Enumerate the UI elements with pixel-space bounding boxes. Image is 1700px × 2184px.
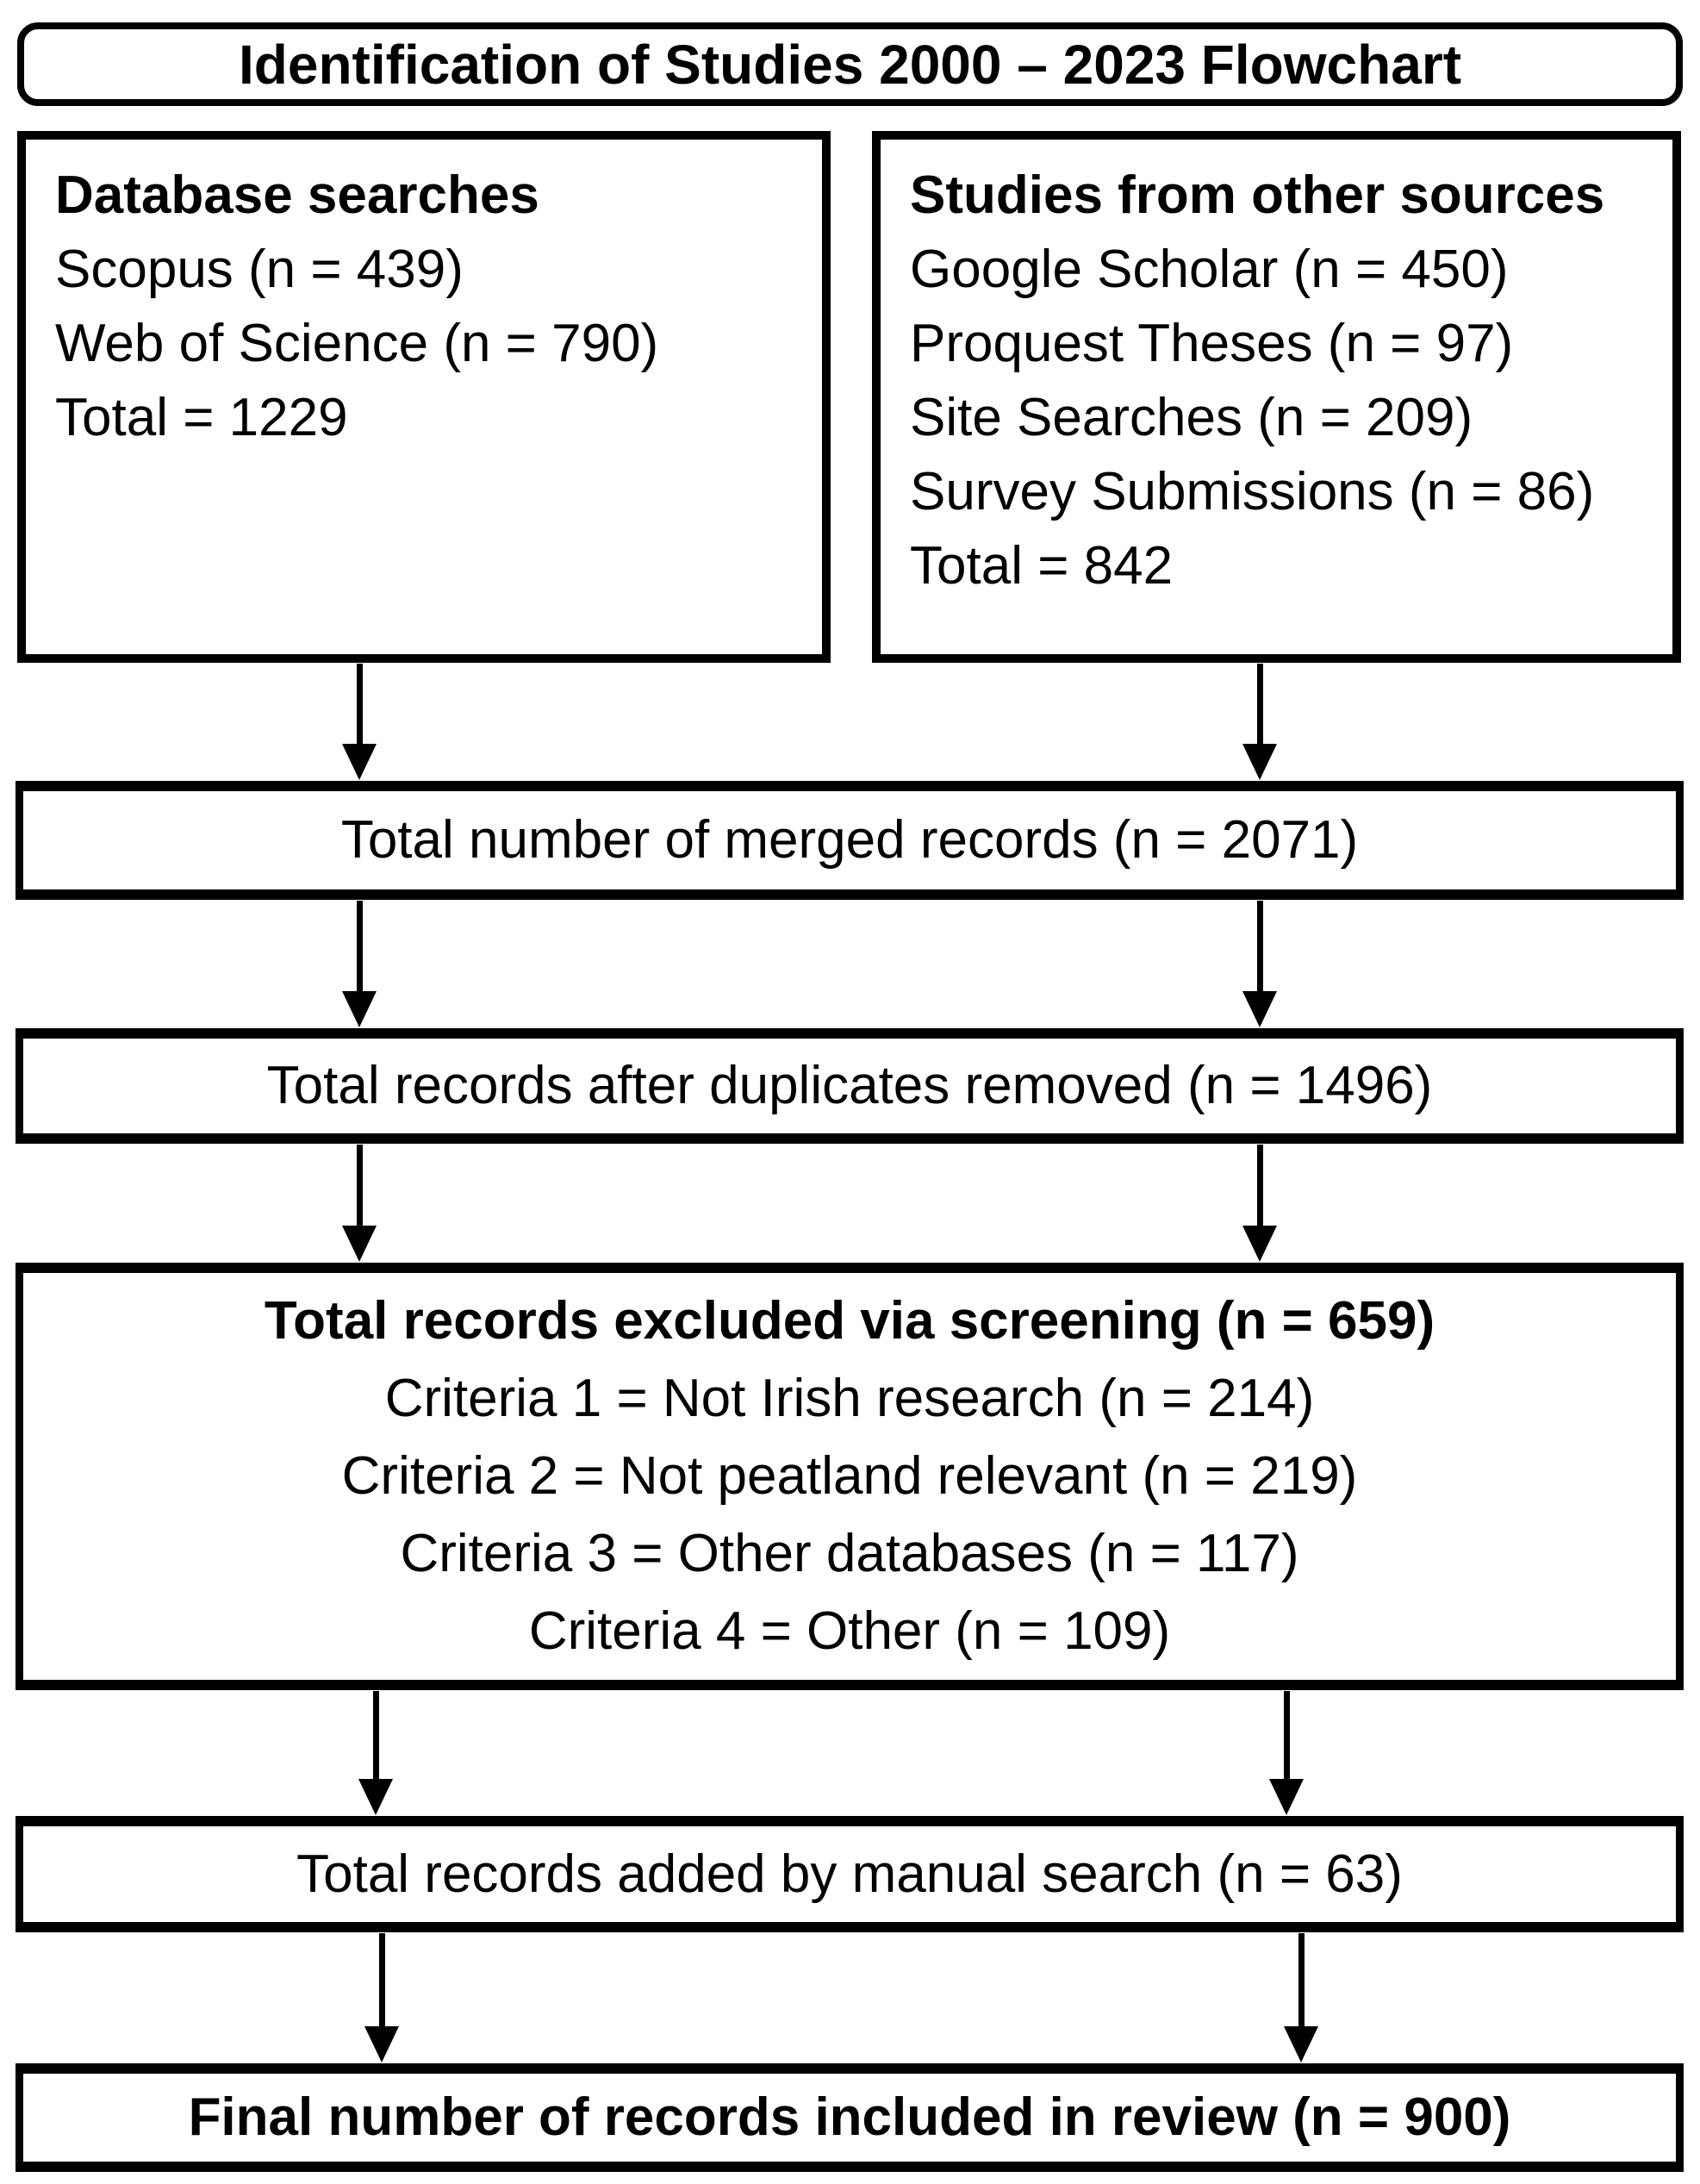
arrow-stem xyxy=(372,1691,379,1779)
screening-exclusions-header: Total records excluded via screening (n … xyxy=(264,1291,1435,1351)
other-sources-header: Studies from other sources xyxy=(910,165,1605,225)
arrow-database-to-merged xyxy=(342,664,377,780)
database-searches-box: Database searches Scopus (n = 439) Web o… xyxy=(17,131,831,663)
arrow-head-icon xyxy=(364,2026,399,2062)
arrow-head-icon xyxy=(1269,1779,1304,1815)
database-searches-line-web-of-science: Web of Science (n = 790) xyxy=(55,314,659,373)
duplicates-removed-text: Total records after duplicates removed (… xyxy=(266,1056,1433,1115)
arrow-manual-to-final-left xyxy=(364,1933,399,2062)
arrow-head-icon xyxy=(342,744,377,780)
manual-search-text: Total records added by manual search (n … xyxy=(296,1844,1403,1904)
arrow-merged-to-duplicates-right xyxy=(1242,901,1277,1027)
screening-exclusions-box: Total records excluded via screening (n … xyxy=(16,1263,1684,1690)
other-sources-line-total: Total = 842 xyxy=(910,536,1174,596)
arrow-duplicates-to-screening-left xyxy=(342,1145,377,1262)
other-sources-line-proquest: Proquest Theses (n = 97) xyxy=(910,314,1514,373)
merged-records-box: Total number of merged records (n = 2071… xyxy=(16,781,1684,900)
arrow-head-icon xyxy=(342,991,377,1027)
title-box: Identification of Studies 2000 – 2023 Fl… xyxy=(17,22,1683,106)
database-searches-line-scopus: Scopus (n = 439) xyxy=(55,240,464,299)
database-searches-header: Database searches xyxy=(55,165,539,225)
arrow-stem xyxy=(1283,1691,1290,1779)
screening-criteria-3: Criteria 3 = Other databases (n = 117) xyxy=(400,1524,1299,1583)
arrow-manual-to-final-right xyxy=(1284,1933,1318,2062)
screening-criteria-2: Criteria 2 = Not peatland relevant (n = … xyxy=(341,1446,1358,1506)
final-records-text: Final number of records included in revi… xyxy=(188,2087,1511,2147)
arrow-stem xyxy=(1256,664,1263,744)
duplicates-removed-box: Total records after duplicates removed (… xyxy=(16,1028,1684,1144)
arrow-duplicates-to-screening-right xyxy=(1242,1145,1277,1262)
other-sources-line-survey-submissions: Survey Submissions (n = 86) xyxy=(910,462,1595,521)
final-records-box: Final number of records included in revi… xyxy=(16,2063,1684,2172)
arrow-merged-to-duplicates-left xyxy=(342,901,377,1027)
arrow-head-icon xyxy=(1242,744,1277,780)
other-sources-line-google-scholar: Google Scholar (n = 450) xyxy=(910,240,1509,299)
arrow-stem xyxy=(1298,1933,1305,2026)
other-sources-line-site-searches: Site Searches (n = 209) xyxy=(910,388,1473,447)
page-title: Identification of Studies 2000 – 2023 Fl… xyxy=(238,33,1462,96)
arrow-head-icon xyxy=(358,1779,393,1815)
arrow-head-icon xyxy=(1242,1226,1277,1262)
arrow-head-icon xyxy=(1242,991,1277,1027)
arrow-stem xyxy=(356,664,363,744)
screening-criteria-1: Criteria 1 = Not Irish research (n = 214… xyxy=(384,1369,1315,1428)
manual-search-box: Total records added by manual search (n … xyxy=(16,1816,1684,1932)
other-sources-box: Studies from other sources Google Schola… xyxy=(872,131,1681,663)
arrow-stem xyxy=(1256,1145,1263,1226)
arrow-head-icon xyxy=(342,1226,377,1262)
arrow-other-sources-to-merged xyxy=(1242,664,1277,780)
screening-criteria-4: Criteria 4 = Other (n = 109) xyxy=(528,1601,1171,1661)
arrow-stem xyxy=(356,1145,363,1226)
arrow-stem xyxy=(356,901,363,991)
arrow-screening-to-manual-left xyxy=(358,1691,393,1815)
merged-records-text: Total number of merged records (n = 2071… xyxy=(340,810,1359,870)
database-searches-line-total: Total = 1229 xyxy=(55,388,348,447)
arrow-head-icon xyxy=(1284,2026,1318,2062)
arrow-stem xyxy=(378,1933,385,2026)
arrow-screening-to-manual-right xyxy=(1269,1691,1304,1815)
arrow-stem xyxy=(1256,901,1263,991)
